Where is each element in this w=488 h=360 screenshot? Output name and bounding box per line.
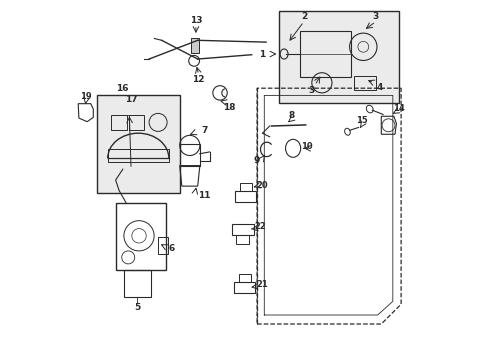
Bar (236, 235, 249, 244)
Bar (129, 115, 143, 130)
Bar (179, 144, 200, 166)
Bar (115, 203, 166, 270)
Text: 17: 17 (124, 95, 137, 104)
Text: 7: 7 (201, 126, 207, 135)
Bar (234, 282, 255, 293)
Text: 10: 10 (300, 142, 312, 151)
Text: 1: 1 (259, 50, 265, 59)
Bar (231, 224, 254, 235)
Bar (107, 149, 168, 162)
Text: 3: 3 (307, 86, 314, 95)
Text: 22: 22 (254, 222, 265, 231)
Text: 19: 19 (80, 92, 92, 101)
Text: 9: 9 (253, 156, 260, 165)
Bar (123, 270, 151, 297)
Bar (158, 237, 168, 254)
Text: 21: 21 (255, 280, 267, 289)
Bar (239, 274, 250, 282)
Bar (97, 95, 179, 193)
Text: 12: 12 (192, 75, 204, 84)
Text: 3: 3 (372, 13, 378, 22)
Text: 2: 2 (300, 13, 306, 22)
Text: 4: 4 (376, 83, 382, 92)
Bar (354, 76, 375, 90)
Bar (300, 31, 350, 77)
Text: 8: 8 (287, 112, 294, 120)
Text: 5: 5 (134, 302, 140, 312)
Bar (191, 38, 199, 53)
Text: 20: 20 (255, 181, 267, 189)
Bar (278, 11, 399, 103)
Text: 18: 18 (223, 103, 235, 112)
Bar (240, 183, 251, 191)
Text: 16: 16 (116, 85, 128, 94)
Text: 14: 14 (392, 104, 404, 112)
Bar (111, 115, 127, 130)
Text: 11: 11 (198, 192, 210, 200)
Text: 6: 6 (168, 244, 174, 253)
Text: 15: 15 (356, 117, 367, 126)
Text: 13: 13 (189, 16, 202, 25)
Bar (235, 191, 256, 202)
